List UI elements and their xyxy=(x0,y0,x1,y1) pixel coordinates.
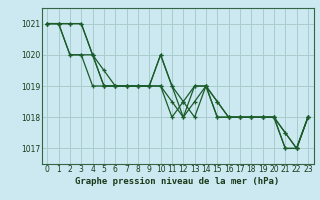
X-axis label: Graphe pression niveau de la mer (hPa): Graphe pression niveau de la mer (hPa) xyxy=(76,177,280,186)
